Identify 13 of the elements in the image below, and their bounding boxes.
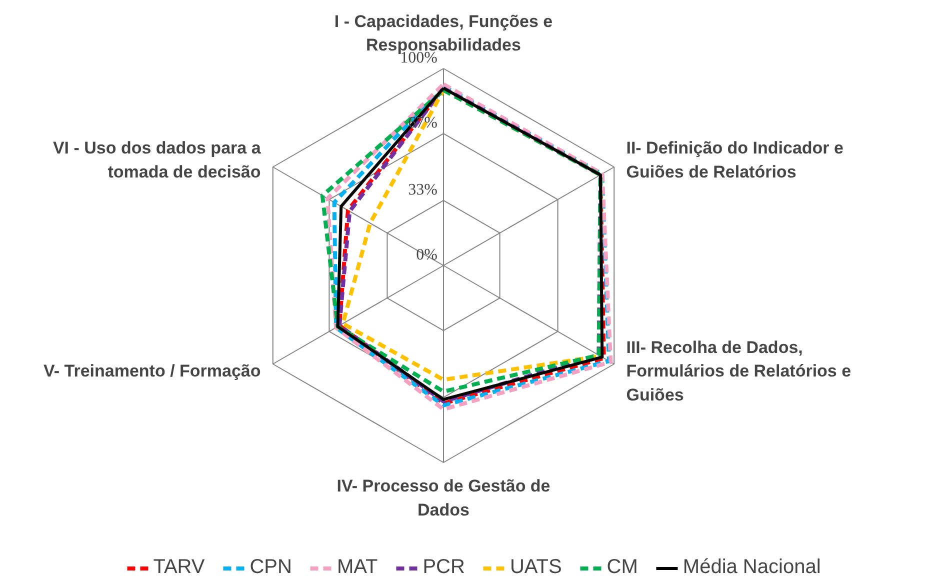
spoke-label: II- Definição do Indicador e Guiões de Relatórios [626,138,844,182]
legend-label: CPN [250,556,292,579]
legend-label: Média Nacional [682,556,821,579]
legend-label: CM [606,556,638,579]
spoke-label: III- Recolha de Dados, Formulários de Relatórios e Guiões [626,338,852,404]
legend-label: UATS [510,556,562,579]
legend-label: TARV [153,556,205,579]
spoke-label: IV- Processo de Gestão de Dados [336,476,550,520]
spoke-label: V- Treinamento / Formação [43,362,261,380]
y-tick-label: 33% [408,181,438,198]
legend-label: MAT [336,556,378,579]
legend-label: PCR [422,556,465,579]
spoke-label: VI - Uso dos dados para a tomada de decisão [52,138,262,182]
